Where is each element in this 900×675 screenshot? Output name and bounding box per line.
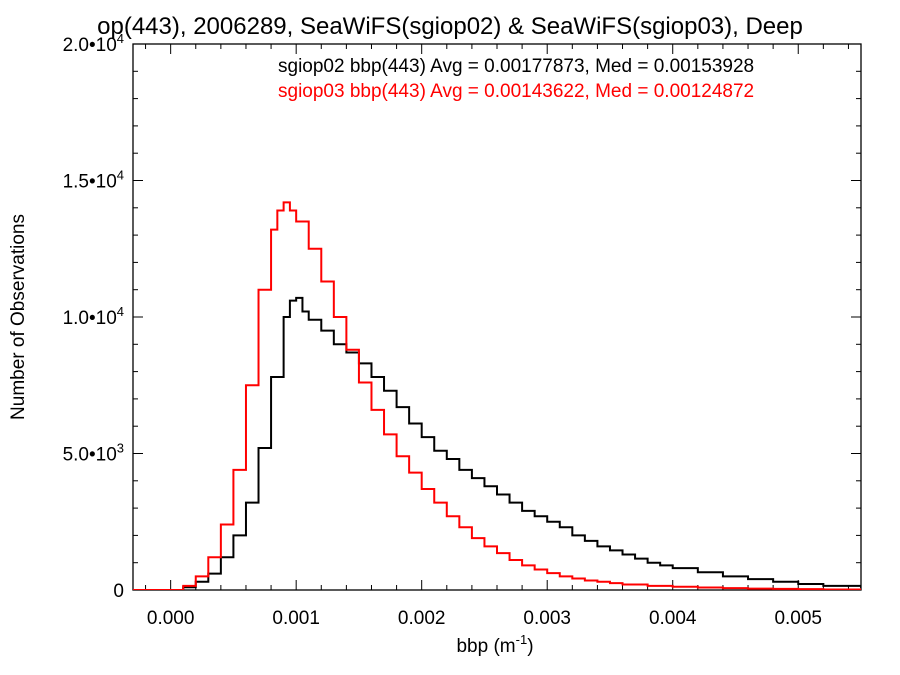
- y-tick-label: 1.0•104: [63, 304, 124, 329]
- legend-entry-2: sgiop03 bbp(443) Avg = 0.00143622, Med =…: [278, 81, 754, 102]
- y-tick-label: 0: [113, 581, 124, 602]
- x-axis-label: bbp (m-1): [456, 632, 533, 657]
- legend: sgiop02 bbp(443) Avg = 0.00177873, Med =…: [278, 56, 754, 102]
- x-tick-label: 0.005: [774, 608, 822, 629]
- y-tick-label: 2.0•104: [63, 31, 124, 56]
- legend-entry-1: sgiop02 bbp(443) Avg = 0.00177873, Med =…: [278, 56, 754, 77]
- x-axis-label-tail: ): [527, 636, 533, 657]
- series-line-2: [133, 201, 861, 590]
- series-line-1: [133, 296, 861, 590]
- x-tick-label: 0.002: [398, 608, 446, 629]
- axis-ticks: 0.000 0.001 0.002 0.003 0.004 0.005 0 5.0•103 1.…: [63, 31, 861, 629]
- plot-frame: [132, 43, 862, 591]
- x-tick-label: 0.000: [147, 608, 195, 629]
- x-axis-label-exponent: -1: [516, 632, 528, 647]
- x-tick-label: 0.001: [272, 608, 320, 629]
- y-tick-label: 5.0•103: [63, 441, 124, 466]
- data-series: [133, 201, 861, 590]
- y-tick-label: 1.5•104: [63, 168, 124, 193]
- y-axis-label: Number of Observations: [8, 214, 29, 420]
- chart-title: op(443), 2006289, SeaWiFS(sgiop02) & Sea…: [97, 13, 803, 40]
- x-axis-label-base: bbp (m: [456, 636, 515, 657]
- x-tick-label: 0.004: [649, 608, 697, 629]
- x-tick-label: 0.003: [523, 608, 571, 629]
